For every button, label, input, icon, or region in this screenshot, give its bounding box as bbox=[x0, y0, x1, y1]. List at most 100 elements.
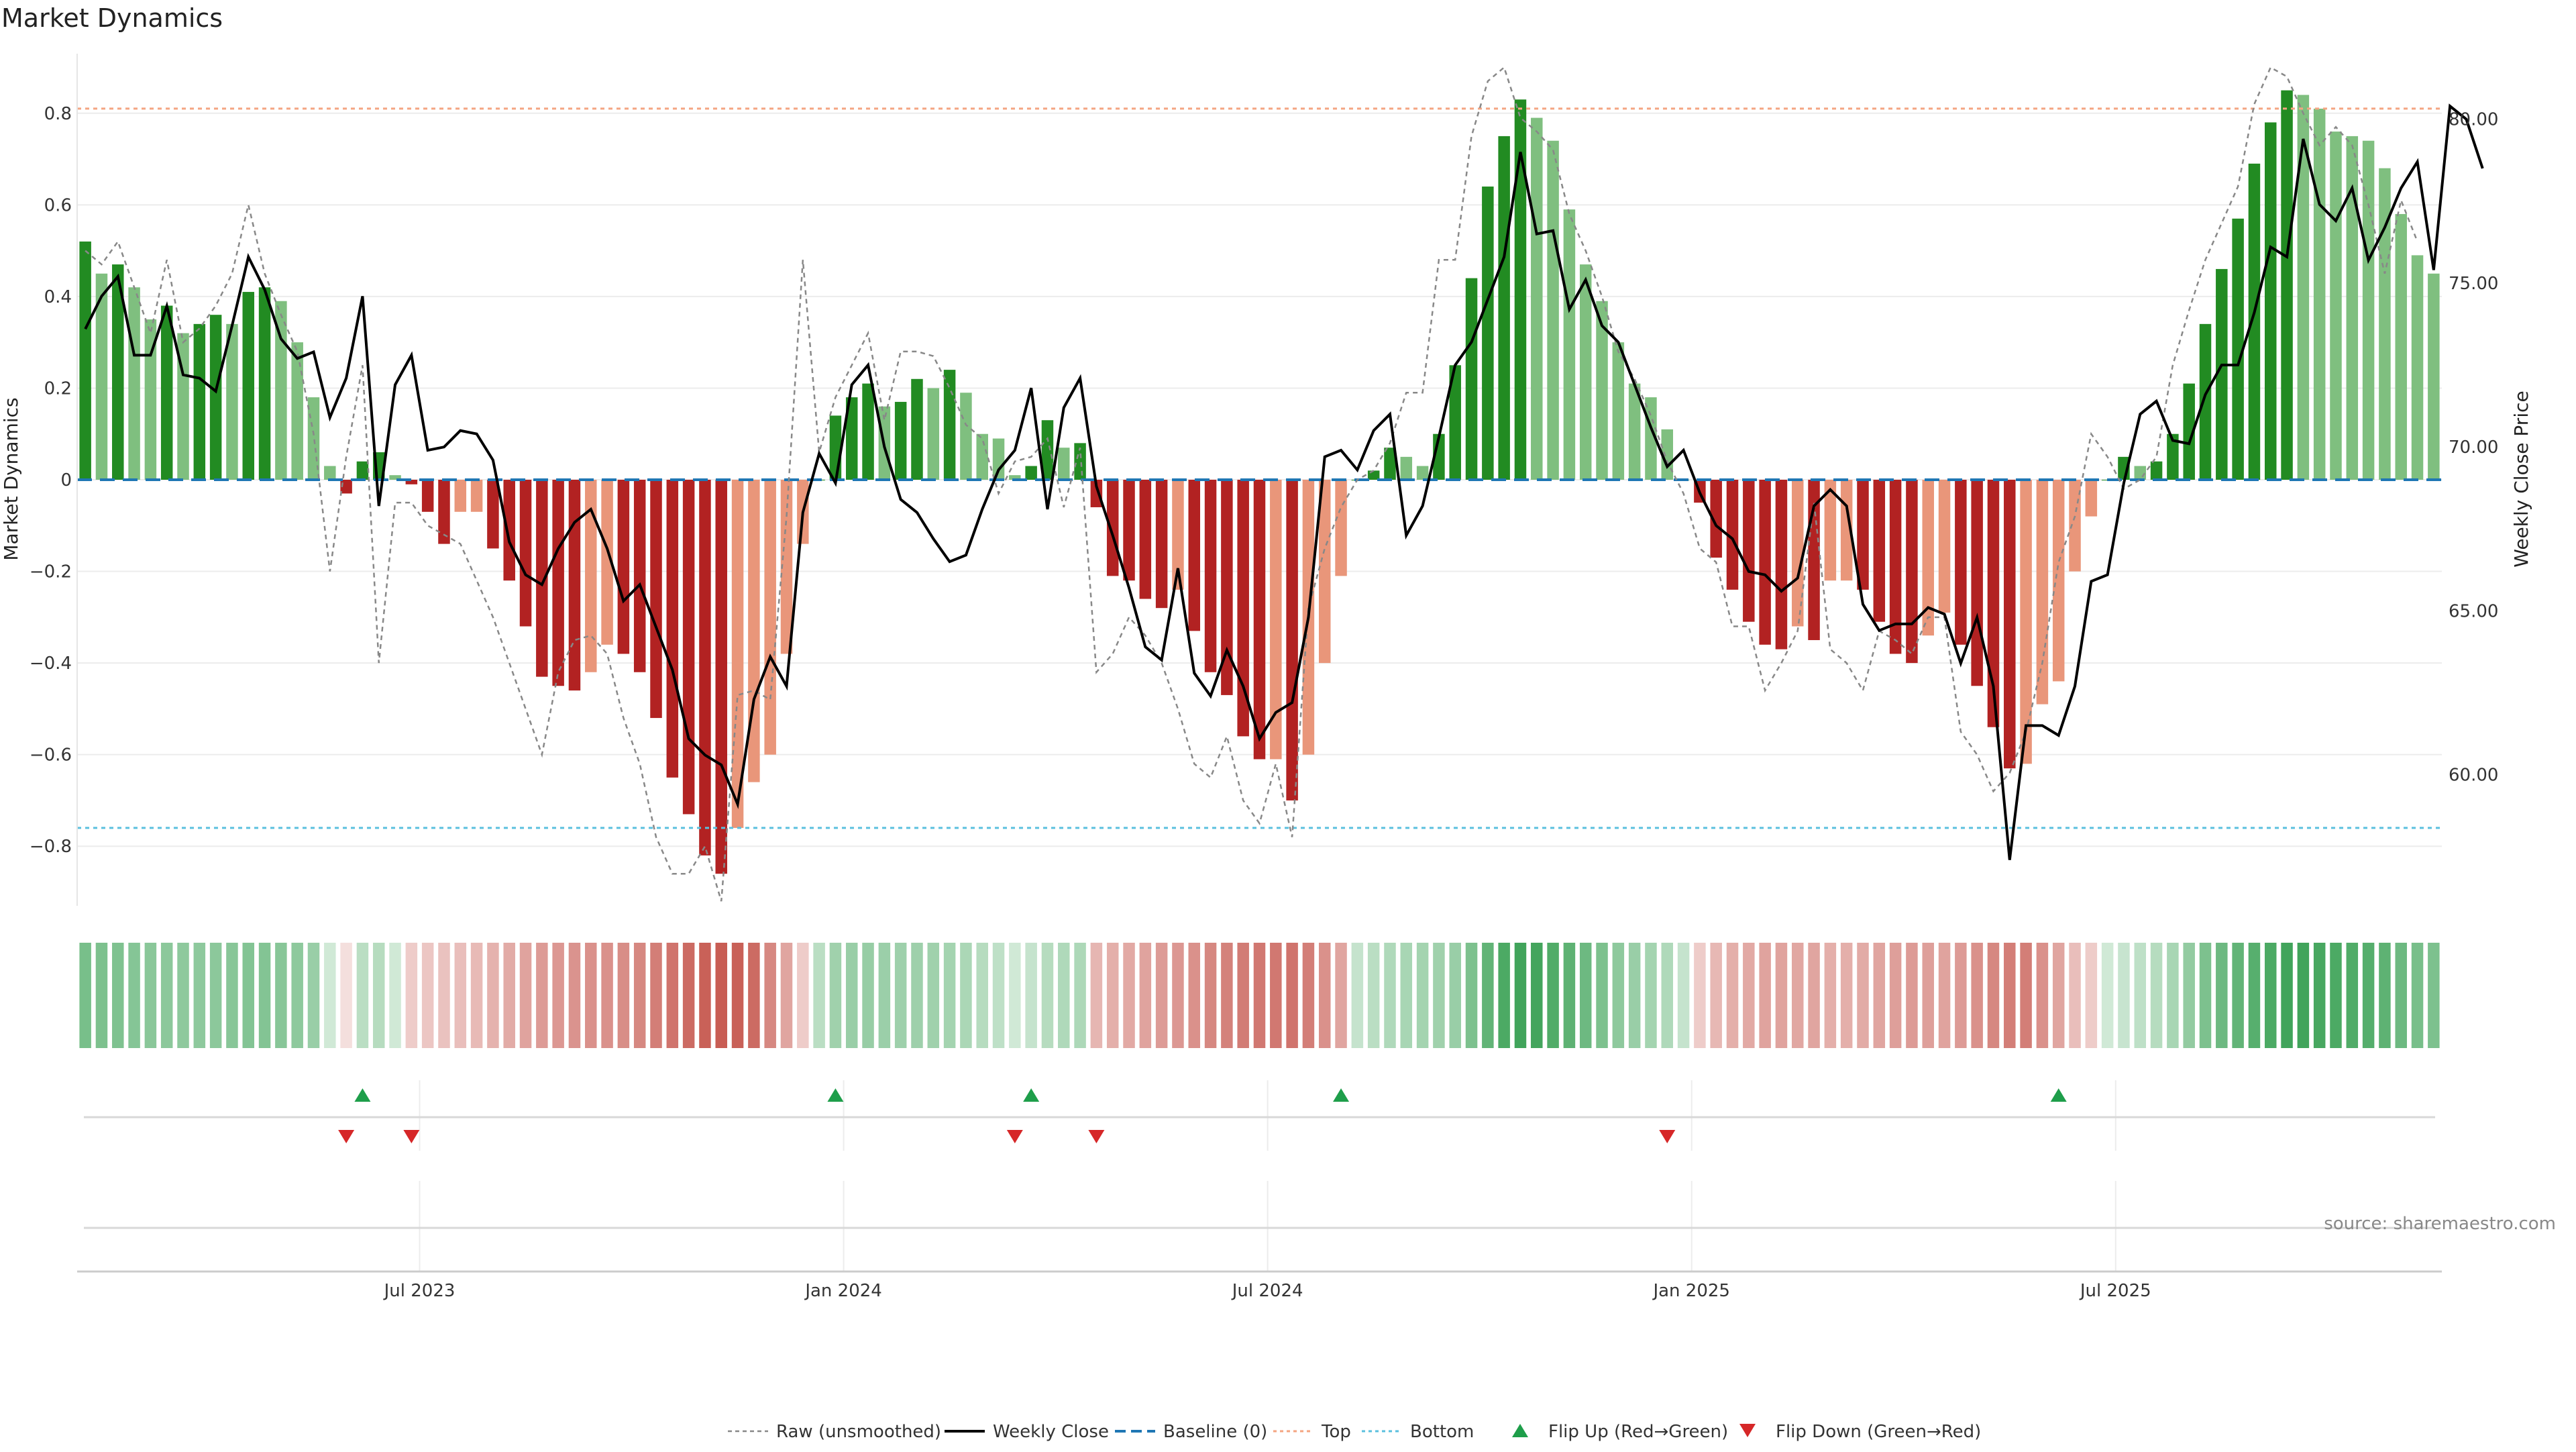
dynamics-bar bbox=[1873, 480, 1886, 622]
dynamics-bar bbox=[2411, 255, 2424, 480]
regime-strip-cell bbox=[1482, 943, 1494, 1048]
regime-strip bbox=[79, 943, 2440, 1048]
axes-layer: −0.8 −0.6 −0.4 −0.2 0 0.2 0.4 0.6 0.8 60.00 65.00 7… bbox=[30, 54, 2498, 906]
dynamics-bar bbox=[1286, 480, 1298, 800]
dynamics-bar bbox=[536, 480, 548, 677]
regime-strip-cell bbox=[2036, 943, 2049, 1048]
regime-strip-cell bbox=[1955, 943, 1967, 1048]
dynamics-bar bbox=[1514, 99, 1527, 480]
legend-label: Top bbox=[1321, 1422, 1351, 1442]
regime-strip-cell bbox=[438, 943, 450, 1048]
regime-strip-cell bbox=[1318, 943, 1331, 1048]
regime-strip-cell bbox=[372, 943, 385, 1048]
dynamics-bar bbox=[95, 273, 108, 480]
flip-down-marker bbox=[338, 1130, 355, 1143]
dynamics-bar bbox=[1335, 480, 1347, 576]
regime-strip-cell bbox=[943, 943, 956, 1048]
dynamics-bar bbox=[1922, 480, 1934, 636]
dynamics-bar bbox=[128, 287, 140, 480]
regime-strip-cell bbox=[1612, 943, 1625, 1048]
legend-label: Baseline (0) bbox=[1163, 1422, 1267, 1442]
regime-strip-cell bbox=[2428, 943, 2440, 1048]
regime-strip-cell bbox=[519, 943, 532, 1048]
dynamics-bar bbox=[2052, 480, 2065, 682]
dynamics-bar bbox=[715, 480, 728, 874]
regime-strip-cell bbox=[291, 943, 303, 1048]
dynamics-bar bbox=[2036, 480, 2049, 705]
legend-swatch bbox=[1512, 1424, 1528, 1437]
y2-tick-label: 60.00 bbox=[2449, 766, 2498, 786]
dynamics-bar bbox=[943, 370, 956, 480]
regime-strip-cell bbox=[2020, 943, 2032, 1048]
dynamics-bar bbox=[1449, 365, 1461, 480]
regime-strip-cell bbox=[1775, 943, 1788, 1048]
regime-strip-cell bbox=[699, 943, 711, 1048]
dynamics-bar bbox=[1563, 209, 1576, 480]
regime-strip-cell bbox=[2313, 943, 2326, 1048]
dynamics-bar bbox=[1759, 480, 1771, 645]
regime-strip-cell bbox=[2199, 943, 2212, 1048]
source-attribution: source: sharemaestro.com bbox=[2324, 1214, 2556, 1234]
dynamics-bar bbox=[242, 292, 255, 480]
regime-strip-cell bbox=[715, 943, 728, 1048]
regime-strip-cell bbox=[193, 943, 206, 1048]
dynamics-bar bbox=[1416, 466, 1429, 480]
regime-strip-cell bbox=[2118, 943, 2130, 1048]
y-tick-label: −0.2 bbox=[30, 562, 72, 582]
regime-strip-cell bbox=[1449, 943, 1461, 1048]
dynamics-bar bbox=[1106, 480, 1119, 576]
dynamics-bar bbox=[845, 397, 858, 480]
dynamics-bar bbox=[1041, 420, 1054, 480]
regime-strip-cell bbox=[1514, 943, 1527, 1048]
dynamics-bar bbox=[1710, 480, 1722, 558]
dynamics-bar bbox=[356, 461, 369, 480]
flip-up-marker bbox=[354, 1088, 371, 1102]
legend-label: Bottom bbox=[1410, 1422, 1474, 1442]
legend-label: Weekly Close bbox=[993, 1422, 1109, 1442]
regime-strip-cell bbox=[324, 943, 336, 1048]
regime-strip-cell bbox=[878, 943, 891, 1048]
dynamics-bar bbox=[470, 480, 483, 512]
dynamics-bar bbox=[1971, 480, 1983, 686]
regime-strip-cell bbox=[2411, 943, 2424, 1048]
regime-strip-cell bbox=[405, 943, 418, 1048]
dynamics-bar bbox=[780, 480, 793, 654]
regime-strip-cell bbox=[1302, 943, 1315, 1048]
dynamics-bar bbox=[1775, 480, 1788, 650]
dynamics-bar bbox=[1596, 301, 1608, 480]
chart-legend: Raw (unsmoothed) Weekly Close Baseline (0)… bbox=[728, 1422, 1981, 1442]
regime-strip-cell bbox=[1922, 943, 1934, 1048]
regime-strip-cell bbox=[764, 943, 776, 1048]
regime-strip-cell bbox=[1090, 943, 1103, 1048]
dynamics-bar bbox=[1889, 480, 1902, 654]
dynamics-bar bbox=[862, 383, 874, 480]
regime-strip-cell bbox=[1579, 943, 1592, 1048]
dynamics-bar bbox=[405, 480, 418, 484]
dynamics-bar bbox=[1579, 264, 1592, 480]
regime-strip-cell bbox=[2232, 943, 2244, 1048]
flip-up-marker bbox=[2050, 1088, 2067, 1102]
dynamics-bar bbox=[1743, 480, 1755, 622]
regime-strip-cell bbox=[568, 943, 581, 1048]
regime-strip-cell bbox=[1367, 943, 1380, 1048]
regime-strip-cell bbox=[960, 943, 972, 1048]
y-tick-label: −0.6 bbox=[30, 745, 72, 766]
flip-down-marker bbox=[403, 1130, 420, 1143]
dynamics-bar bbox=[193, 323, 206, 480]
regime-strip-cell bbox=[503, 943, 515, 1048]
dynamics-bar bbox=[601, 480, 613, 645]
regime-strip-cell bbox=[650, 943, 662, 1048]
regime-strip-cell bbox=[2052, 943, 2065, 1048]
dynamics-bar bbox=[1840, 480, 1853, 581]
legend-label: Raw (unsmoothed) bbox=[776, 1422, 941, 1442]
regime-strip-cell bbox=[731, 943, 744, 1048]
regime-strip-cell bbox=[2379, 943, 2391, 1048]
dynamics-bar bbox=[1938, 480, 1951, 613]
y2-tick-label: 70.00 bbox=[2449, 437, 2498, 458]
regime-strip-cell bbox=[421, 943, 434, 1048]
reference-lines bbox=[77, 107, 2442, 829]
regime-strip-cell bbox=[454, 943, 467, 1048]
dynamics-bar bbox=[731, 480, 744, 828]
regime-strip-cell bbox=[1824, 943, 1837, 1048]
dynamics-bar bbox=[2004, 480, 2016, 769]
